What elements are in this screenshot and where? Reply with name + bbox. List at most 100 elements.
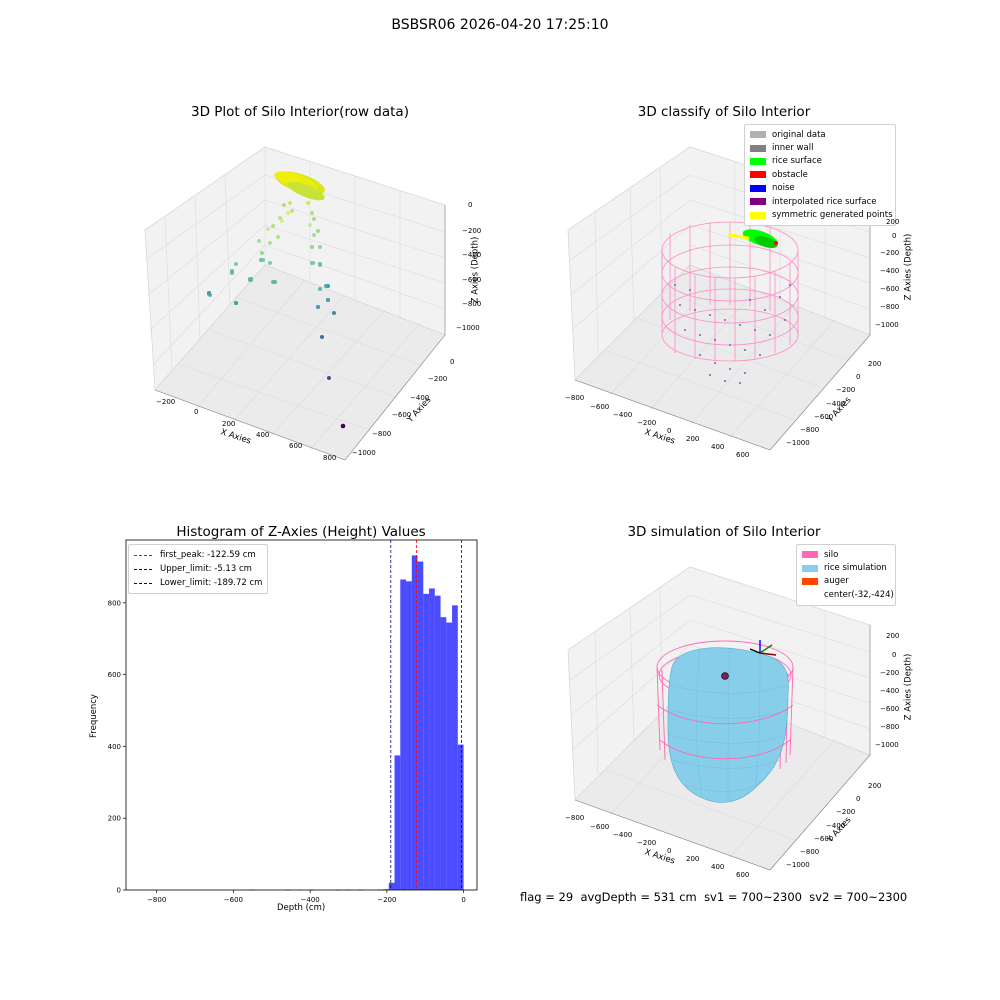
legend-entry-symmetric: symmetric generated points — [750, 208, 893, 221]
raw-z-tick: 0 — [468, 201, 473, 209]
simulation-y-tick: 200 — [868, 782, 882, 790]
legend-entry-first-peak: first_peak: -122.59 cm — [134, 548, 262, 562]
legend-swatch — [750, 198, 766, 206]
classify-z-tick: −400 — [880, 267, 900, 275]
histogram-x-tick-label: −600 — [224, 896, 243, 904]
simulation-x-tick: −600 — [590, 823, 610, 831]
raw-x-tick: 0 — [194, 408, 199, 416]
legend-swatch — [750, 184, 766, 192]
legend-label: Upper_limit: -5.13 cm — [160, 564, 252, 574]
histogram-vlines — [390, 540, 463, 890]
raw-point — [259, 258, 263, 262]
legend-swatch — [802, 564, 818, 572]
histogram-y-tick-label: 0 — [117, 887, 121, 895]
histogram-x-tick-label: −200 — [377, 896, 396, 904]
histogram-bar — [423, 593, 430, 890]
histogram-bar — [457, 744, 464, 890]
simulation-y-tick: −1000 — [786, 861, 810, 869]
raw-point — [266, 227, 270, 231]
raw-point — [276, 235, 280, 239]
simulation-y-axis-line — [769, 754, 871, 871]
legend-entry-upper-limit: Upper_limit: -5.13 cm — [134, 562, 262, 576]
classify-z-tick: −1000 — [875, 321, 899, 329]
raw-scatter-points — [207, 211, 346, 429]
simulation-z-tick: 200 — [886, 632, 900, 640]
histogram-bar — [411, 555, 418, 890]
simulation-z-tick: −1000 — [875, 741, 899, 749]
raw-x-tick: 200 — [222, 420, 236, 428]
legend-line — [134, 582, 152, 584]
classify-y-tick: −800 — [800, 426, 820, 434]
raw-point — [320, 335, 324, 339]
raw-point — [310, 245, 314, 249]
figure-title: BSBSR06 2026-04-20 17:25:10 — [391, 17, 609, 33]
raw-gridlines — [144, 147, 446, 451]
simulation-rice-mesh — [667, 646, 789, 804]
legend-label: obstacle — [772, 169, 808, 180]
classify-rice-surface — [727, 229, 778, 249]
histogram-chart: −800 −600 −400 −200 0 0 200 400 600 800 — [108, 539, 478, 904]
raw-plot-title: 3D Plot of Silo Interior(row data) — [191, 104, 409, 120]
legend-entry-center: center(-32,-424) — [802, 588, 894, 601]
classify-z-tick: 200 — [886, 218, 900, 226]
raw-point — [312, 233, 316, 237]
simulation-legend: silo rice simulation auger center(-32,-4… — [796, 544, 896, 606]
raw-point — [327, 376, 331, 380]
classify-plot-title: 3D classify of Silo Interior — [637, 104, 811, 120]
legend-swatch — [802, 577, 818, 585]
raw-y-tick: −800 — [372, 430, 392, 438]
status-footer: flag = 29 avgDepth = 531 cm sv1 = 700~23… — [520, 890, 907, 904]
raw-point — [249, 277, 253, 281]
flag-value: flag = 29 — [520, 890, 574, 904]
raw-z-tick: −200 — [462, 227, 482, 235]
classify-noise-points — [674, 284, 791, 384]
histogram-bar — [452, 605, 458, 890]
histogram-x-tick-label: −400 — [301, 896, 320, 904]
classify-y-tick: −600 — [814, 413, 834, 421]
classify-y-tick: −200 — [836, 386, 856, 394]
raw-point — [257, 239, 261, 243]
legend-label: inner wall — [772, 143, 814, 154]
raw-y-tick: −1000 — [352, 449, 376, 457]
classify-y-tick: 0 — [856, 373, 861, 381]
raw-point — [340, 423, 346, 429]
simulation-silo-front — [656, 704, 794, 760]
raw-x-tick: 800 — [323, 454, 337, 462]
simulation-z-tick: −600 — [880, 705, 900, 713]
legend-swatch — [750, 171, 766, 179]
histogram-bar — [446, 622, 453, 890]
raw-x-tick: 600 — [289, 442, 303, 450]
raw-point — [268, 241, 272, 245]
sv1-value: sv1 = 700~2300 — [704, 890, 802, 904]
histogram-ticks: −800 −600 −400 −200 0 0 200 400 600 800 — [108, 599, 466, 904]
simulation-x-tick: 200 — [686, 855, 700, 863]
raw-point — [310, 261, 314, 265]
legend-label: rice surface — [772, 156, 822, 167]
simulation-center-marker — [721, 672, 729, 680]
legend-label: symmetric generated points — [772, 210, 893, 221]
classify-z-tick: 0 — [892, 232, 897, 240]
histogram-bar — [394, 755, 401, 890]
raw-point — [272, 280, 276, 284]
classify-z-label: Z Axies (Depth) — [903, 233, 914, 301]
raw-point — [318, 245, 322, 249]
simulation-x-tick: 0 — [667, 847, 672, 855]
histogram-y-tick-label: 400 — [108, 743, 121, 751]
classify-y-tick: −400 — [826, 400, 846, 408]
raw-x-tick: 400 — [256, 431, 270, 439]
raw-y-tick: −200 — [428, 375, 448, 383]
legend-entry-interpolated: interpolated rice surface — [750, 195, 890, 208]
raw-point — [332, 311, 336, 315]
legend-swatch — [750, 157, 766, 165]
simulation-x-tick: −800 — [565, 814, 585, 822]
raw-point — [326, 298, 330, 302]
histogram-bars — [248, 555, 464, 891]
raw-z-tick: −1000 — [456, 324, 480, 332]
histogram-bar — [434, 595, 441, 890]
legend-entry-inner-wall: inner wall — [750, 141, 890, 154]
histogram-legend: first_peak: -122.59 cm Upper_limit: -5.1… — [128, 544, 269, 594]
classify-z-tick: −800 — [880, 303, 900, 311]
legend-swatch — [802, 591, 818, 598]
classify-x-tick: −800 — [565, 394, 585, 402]
raw-y-tick: −400 — [410, 394, 430, 402]
